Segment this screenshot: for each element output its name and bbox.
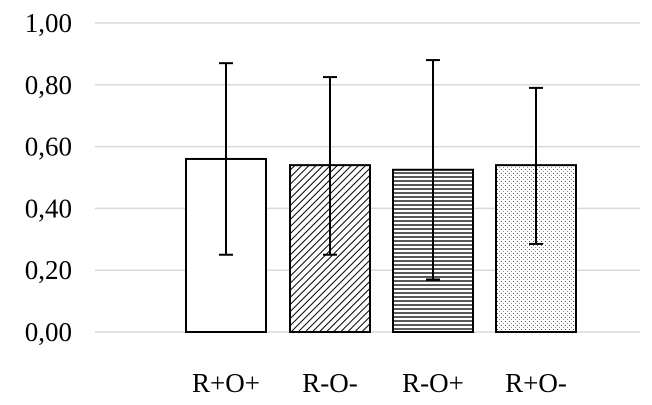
error-bar-R-O- xyxy=(323,76,337,256)
y-tick-label: 0,80 xyxy=(25,70,72,100)
bars xyxy=(185,157,577,333)
error-bar-R-O+ xyxy=(426,59,440,281)
y-tick-label: 0,20 xyxy=(25,255,72,285)
y-tick-label: 1,00 xyxy=(25,8,72,38)
category-label: R-O- xyxy=(302,368,358,398)
y-tick-label: 0,60 xyxy=(25,132,72,162)
error-bar-R+O- xyxy=(529,86,543,245)
y-axis-tick-labels: 0,00 0,20 0,40 0,60 0,80 1,00 xyxy=(25,8,72,347)
x-axis-category-labels: R+O+ R-O- R-O+ R+O- xyxy=(192,368,567,398)
category-label: R+O+ xyxy=(192,368,260,398)
error-bar-R+O+ xyxy=(219,62,233,256)
y-tick-label: 0,00 xyxy=(25,317,72,347)
category-label: R-O+ xyxy=(402,368,464,398)
category-label: R+O- xyxy=(505,368,567,398)
error-bars xyxy=(219,59,543,281)
y-tick-label: 0,40 xyxy=(25,193,72,223)
